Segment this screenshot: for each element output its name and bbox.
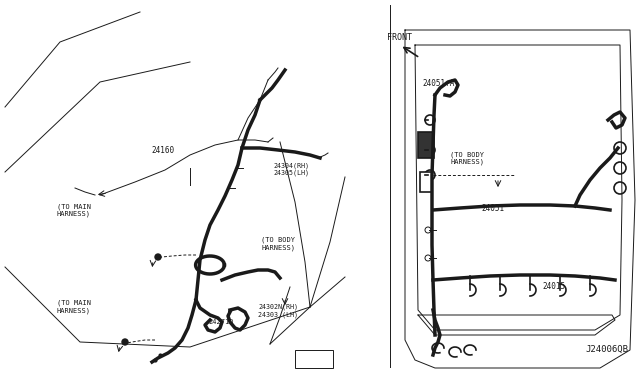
- Text: 24015: 24015: [542, 282, 565, 291]
- Text: (TO MAIN
HARNESS): (TO MAIN HARNESS): [56, 203, 91, 217]
- Text: (TO BODY
HARNESS): (TO BODY HARNESS): [450, 151, 484, 165]
- Bar: [418, 132, 434, 158]
- Text: (TO BODY
HARNESS): (TO BODY HARNESS): [261, 237, 296, 251]
- Text: J24006QB: J24006QB: [585, 345, 628, 354]
- Text: 24302N(RH)
24303 (LH): 24302N(RH) 24303 (LH): [259, 304, 298, 318]
- Bar: [420, 172, 432, 192]
- Text: 24304(RH)
24305(LH): 24304(RH) 24305(LH): [273, 162, 309, 176]
- Text: FRONT: FRONT: [387, 33, 413, 42]
- Bar: [295, 350, 333, 368]
- Circle shape: [122, 339, 128, 345]
- Text: 24271D: 24271D: [208, 319, 234, 325]
- Text: 24051: 24051: [481, 204, 504, 213]
- Text: 24160: 24160: [152, 146, 175, 155]
- Text: 24051+A: 24051+A: [422, 79, 454, 88]
- Circle shape: [155, 254, 161, 260]
- Text: (TO MAIN
HARNESS): (TO MAIN HARNESS): [56, 300, 91, 314]
